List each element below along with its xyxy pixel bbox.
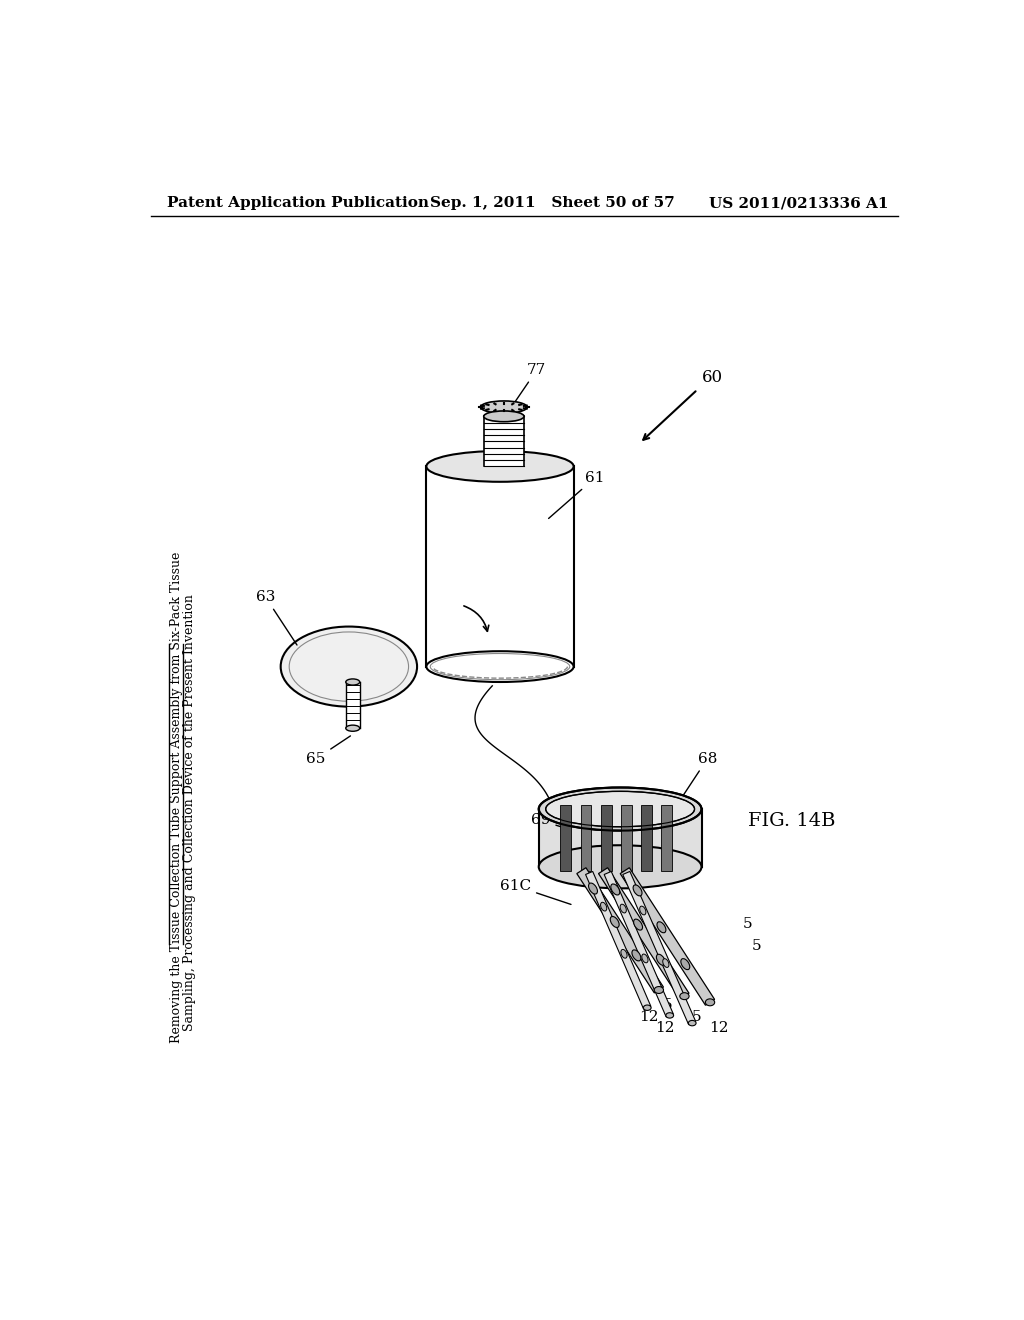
Text: Sampling, Processing and Collection Device of the Present Invention: Sampling, Processing and Collection Devi… (183, 594, 197, 1031)
Bar (641, 805, 652, 871)
Ellipse shape (539, 845, 701, 888)
Text: US 2011/0213336 A1: US 2011/0213336 A1 (710, 197, 889, 210)
Text: 5: 5 (691, 1010, 701, 1024)
Polygon shape (577, 867, 664, 993)
Bar (560, 805, 571, 871)
Ellipse shape (706, 999, 715, 1006)
Ellipse shape (426, 451, 573, 482)
Bar (662, 805, 672, 871)
Ellipse shape (600, 903, 607, 911)
Ellipse shape (483, 411, 524, 422)
Text: Patent Application Publication: Patent Application Publication (167, 197, 429, 210)
Ellipse shape (663, 958, 669, 968)
Ellipse shape (610, 916, 620, 928)
Ellipse shape (539, 788, 701, 830)
Ellipse shape (632, 950, 641, 961)
Text: 60: 60 (701, 368, 723, 385)
Ellipse shape (643, 1005, 651, 1010)
Ellipse shape (680, 993, 689, 999)
Polygon shape (598, 867, 689, 999)
Text: 5: 5 (752, 939, 762, 953)
Ellipse shape (546, 792, 694, 826)
Text: Sep. 1, 2011   Sheet 50 of 57: Sep. 1, 2011 Sheet 50 of 57 (430, 197, 675, 210)
Ellipse shape (346, 678, 359, 685)
Polygon shape (621, 867, 715, 1006)
Text: 12: 12 (710, 1022, 729, 1035)
Ellipse shape (621, 949, 627, 958)
Text: Removing the Tissue Collection Tube Support Assembly from Six-Pack Tissue: Removing the Tissue Collection Tube Supp… (170, 552, 182, 1043)
Bar (581, 805, 592, 871)
Ellipse shape (634, 919, 642, 931)
Text: 77: 77 (509, 363, 547, 411)
Ellipse shape (633, 884, 642, 896)
Ellipse shape (688, 1020, 696, 1026)
Polygon shape (586, 871, 651, 1010)
Ellipse shape (480, 401, 527, 413)
Bar (346, 682, 359, 729)
Ellipse shape (657, 921, 666, 933)
Polygon shape (623, 871, 695, 1024)
Ellipse shape (654, 986, 664, 994)
Text: 12: 12 (640, 1010, 659, 1024)
Ellipse shape (589, 883, 597, 894)
Text: 61C: 61C (500, 879, 571, 904)
Ellipse shape (281, 627, 417, 706)
Ellipse shape (681, 958, 690, 970)
Ellipse shape (346, 725, 359, 731)
Ellipse shape (640, 906, 646, 915)
Ellipse shape (621, 904, 627, 913)
Text: FIG. 14B: FIG. 14B (748, 812, 836, 829)
Polygon shape (604, 871, 674, 1016)
Text: 12: 12 (655, 1022, 675, 1035)
Text: 63: 63 (256, 590, 297, 645)
Text: 68: 68 (680, 752, 717, 800)
Ellipse shape (426, 651, 573, 682)
Bar (483, 416, 524, 466)
Ellipse shape (611, 884, 620, 895)
Ellipse shape (642, 954, 648, 962)
Bar (621, 805, 632, 871)
Ellipse shape (666, 1012, 674, 1018)
Text: 65: 65 (306, 735, 350, 766)
Bar (601, 805, 611, 871)
Polygon shape (426, 466, 573, 667)
Text: 69: 69 (531, 813, 563, 828)
Bar (539, 809, 701, 867)
Ellipse shape (656, 954, 666, 965)
Text: 5: 5 (742, 917, 753, 932)
Text: 5: 5 (663, 998, 673, 1012)
Text: 61: 61 (549, 471, 605, 519)
